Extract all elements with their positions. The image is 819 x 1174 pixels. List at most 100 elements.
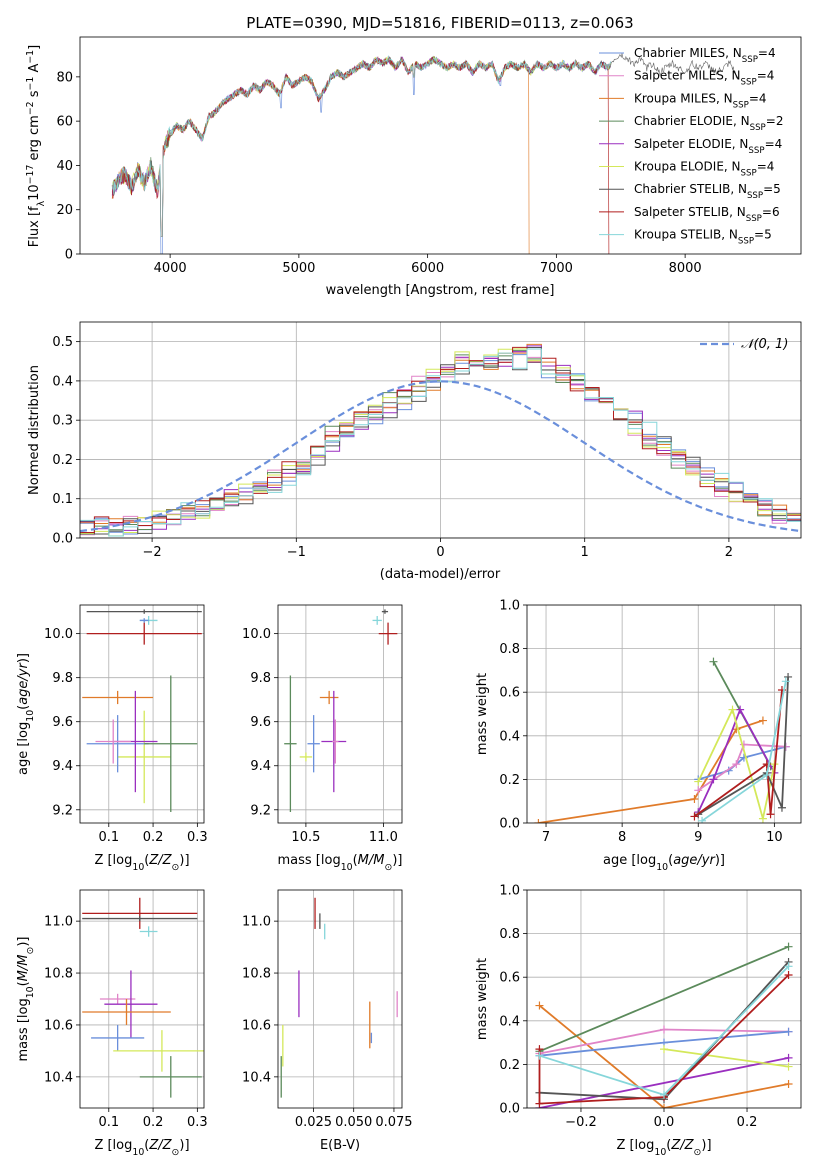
marker [766,810,775,819]
y-tick-label: 0.2 [499,773,520,788]
marker [660,1090,668,1099]
x-tick-label: 0.025 [295,1115,332,1130]
marker [762,771,771,780]
x-tick-label: 10 [766,830,783,845]
marker [660,1104,668,1108]
y-tick-label: 10.0 [242,627,271,642]
axes-frame [526,604,802,824]
legend: Chabrier MILES, NSSP=4 Salpeter MILES, NS… [599,46,783,247]
x-tick-label: 0.2 [143,1115,164,1130]
plot-area [278,890,402,1108]
x-tick-label: 0.3 [187,830,208,845]
chart-weight-vs-age: 7 8 9 10 0.0 0.2 0.4 0.6 0.8 1.0 age [log10(age/yr… [475,599,802,873]
y-tick-label: 9.4 [250,759,271,774]
x-tick-label: 0.0 [654,1115,675,1130]
x-axis-label: mass [log10(M/M⊙)] [278,853,403,873]
spectrum-line [111,55,611,237]
chart-mass-vs-Z: 0.1 0.2 0.3 10.4 10.6 10.8 11.0 Z [log10(Z/Z⊙)]… [16,889,208,1158]
axes-frame [79,321,802,539]
marker [535,1051,544,1060]
marker [736,705,745,714]
histogram-step [80,346,801,533]
weight-line [539,1057,789,1108]
x-axis-label: age [log10(age/yr)] [603,853,725,873]
chart-spectrum: 4000 5000 6000 7000 8000 0 20 40 60 80 Chabrier MI… [25,36,802,298]
marker [535,1099,544,1108]
y-tick-label: 0.4 [52,374,73,389]
axes-frame [277,604,403,824]
chart-age-vs-Z: 0.1 0.2 0.3 9.2 9.4 9.6 9.8 10.0 Z [log10(Z/Z⊙)]… [16,604,208,873]
plot-area [80,322,801,538]
plot-area [111,53,737,254]
y-tick-label: 10.6 [44,1018,73,1033]
figure-title: PLATE=0390, MJD=51816, FIBERID=0113, z=0… [246,14,633,32]
y-tick-label: 11.0 [44,915,73,930]
y-tick-label: 10.0 [44,627,73,642]
plot-area [527,890,801,1108]
x-tick-label: 6000 [411,261,444,276]
y-tick-label: 0.4 [499,729,520,744]
marker [781,677,790,686]
weight-line [538,719,764,823]
y-tick-label: 10.4 [44,1070,73,1085]
x-axis-label: wavelength [Angstrom, rest frame] [326,283,555,298]
y-tick-label: 40 [56,159,73,174]
x-tick-label: 2 [725,545,733,560]
legend-entry: Salpeter MILES, NSSP=4 [634,69,774,88]
plot-area [80,605,204,823]
legend-entry: Chabrier STELIB, NSSP=5 [634,182,781,201]
y-tick-label: 20 [56,203,73,218]
y-tick-label: 1.0 [499,884,520,899]
x-axis-label: (data-model)/error [380,567,501,582]
spectrum-line [111,56,610,254]
y-tick-label: 0.2 [499,1058,520,1073]
legend-entry: 𝒩(0, 1) [741,337,788,352]
y-tick-label: 0.8 [499,642,520,657]
x-tick-label: 9 [694,830,702,845]
weight-line [697,676,789,816]
marker [709,775,718,784]
marker [784,1080,793,1089]
marker [758,716,767,725]
x-tick-label: −2 [143,545,162,560]
y-tick-label: 10.8 [242,967,271,982]
axes-frame [526,889,802,1109]
y-axis-label: mass weight [475,673,490,755]
x-tick-label: 0.1 [98,1115,119,1130]
spectrum-line [111,54,611,237]
x-axis-label: E(B-V) [320,1138,360,1153]
y-tick-label: 0.5 [52,335,73,350]
marker [784,942,793,951]
marker [784,962,793,971]
marker [784,1027,793,1036]
y-tick-label: 0.0 [499,817,520,832]
y-tick-label: 9.8 [52,671,73,686]
axes-frame [79,604,205,824]
marker [784,1053,793,1062]
y-axis-label: mass weight [475,958,490,1040]
marker [784,672,793,681]
y-tick-label: 10.8 [44,967,73,982]
x-axis-label: Z [log10(Z/Z⊙)] [94,1138,189,1158]
x-tick-label: 5000 [282,261,315,276]
x-tick-label: 0.2 [143,830,164,845]
y-tick-label: 9.8 [250,671,271,686]
y-tick-label: 9.6 [52,715,73,730]
chart-age-vs-mass: 10.5 11.0 9.2 9.4 9.6 9.8 10.0 mass [log10(M/M⊙… [242,604,403,873]
x-tick-label: 11.0 [369,830,398,845]
weight-line [697,743,786,792]
weight-line [538,1004,789,1108]
marker [709,657,718,666]
y-axis-label: mass [log10(M/M⊙)] [16,937,36,1062]
y-tick-label: 0.8 [499,927,520,942]
y-tick-label: 80 [56,70,73,85]
x-tick-label: 0.2 [737,1115,758,1130]
chart-weight-vs-Z: −0.2 0.0 0.2 0.0 0.2 0.4 0.6 0.8 1.0 Z [log10(Z/Z… [475,884,802,1158]
legend-entry: Salpeter ELODIE, NSSP=4 [634,137,782,156]
y-tick-label: 0.0 [52,532,73,547]
y-tick-label: 0.6 [499,686,520,701]
weight-line [538,974,790,1105]
x-tick-label: 0.1 [98,830,119,845]
plot-area [527,605,801,823]
